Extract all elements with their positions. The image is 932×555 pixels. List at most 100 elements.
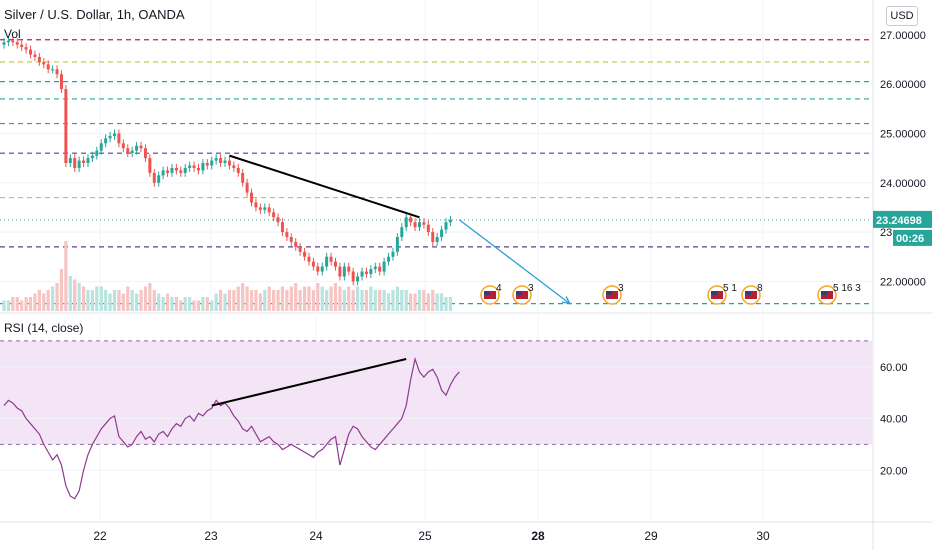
- price-axis-label: 23: [880, 227, 892, 239]
- candle-body: [232, 165, 236, 168]
- currency-button[interactable]: USD: [886, 6, 918, 26]
- candle-body: [77, 160, 81, 168]
- volume-bar: [81, 286, 86, 311]
- candle-body: [188, 165, 192, 168]
- candle-body: [130, 150, 134, 154]
- event-count-label: 5 1: [723, 283, 737, 294]
- candle-body: [2, 42, 6, 45]
- candle-body: [104, 138, 108, 144]
- volume-bar: [285, 290, 289, 311]
- volume-bar: [59, 269, 64, 311]
- candle-body: [135, 145, 139, 151]
- price-trendline[interactable]: [229, 154, 420, 219]
- candle-body: [360, 271, 364, 277]
- candle-body: [236, 167, 240, 173]
- time-axis-label: 28: [531, 529, 545, 543]
- candle-body: [99, 143, 103, 151]
- candle-body: [431, 232, 435, 242]
- candle-body: [320, 266, 324, 272]
- volume-bar: [112, 290, 117, 311]
- projection-arrow-line[interactable]: [458, 219, 571, 305]
- candle-body: [196, 167, 200, 171]
- candle-body: [413, 222, 417, 228]
- candle-body: [391, 251, 395, 257]
- candle-body: [51, 69, 55, 71]
- candle-body: [448, 219, 452, 223]
- candle-body: [152, 172, 156, 183]
- candle-body: [280, 222, 284, 233]
- price-axis-label: 22.00000: [880, 276, 926, 288]
- volume-bar: [444, 297, 448, 311]
- volume-bar: [272, 290, 276, 311]
- candle-body: [86, 158, 90, 164]
- candle-body: [205, 163, 209, 166]
- candle-body: [55, 69, 59, 75]
- time-axis-label: 24: [309, 529, 323, 543]
- volume-bar: [90, 290, 94, 311]
- candle-body: [307, 256, 311, 262]
- volume-bar: [33, 293, 37, 311]
- candle-body: [210, 160, 214, 166]
- projection-arrow-head[interactable]: [561, 296, 571, 305]
- symbol-title[interactable]: Silver / U.S. Dollar, 1h, OANDA: [4, 7, 185, 22]
- candle-body: [108, 135, 112, 139]
- us-flag-canton: [745, 291, 751, 295]
- volume-bar: [223, 293, 227, 311]
- volume-bar: [280, 286, 285, 311]
- candle-body: [113, 133, 116, 136]
- time-axis-label: 22: [93, 529, 107, 543]
- candle-body: [126, 148, 130, 154]
- volume-bar: [157, 293, 161, 311]
- candle-body: [183, 167, 187, 173]
- volume-bar: [170, 297, 174, 311]
- volume-legend-label[interactable]: Vol: [4, 27, 21, 41]
- candle-body: [311, 261, 315, 267]
- candle-body: [90, 155, 94, 159]
- candle-body: [272, 212, 276, 218]
- rsi-trendline[interactable]: [211, 358, 407, 407]
- candle-body: [192, 165, 196, 168]
- candle-body: [245, 182, 249, 193]
- candle-body: [201, 163, 205, 171]
- candle-body: [378, 266, 382, 272]
- volume-bar: [104, 290, 108, 311]
- volume-bar: [2, 300, 6, 311]
- volume-bar: [55, 283, 59, 311]
- candle-body: [214, 158, 218, 161]
- candle-body: [263, 207, 267, 210]
- volume-bar: [254, 290, 258, 311]
- rsi-legend-label[interactable]: RSI (14, close): [4, 321, 84, 335]
- time-axis-label: 25: [418, 529, 432, 543]
- candle-body: [426, 224, 430, 233]
- volume-bar: [174, 297, 178, 311]
- candle-body: [422, 222, 426, 225]
- volume-bar: [64, 241, 68, 311]
- volume-bar: [20, 300, 24, 311]
- volume-bar: [289, 286, 293, 311]
- candle-body: [267, 207, 271, 213]
- candle-body: [11, 40, 15, 43]
- us-flag-canton: [711, 291, 717, 295]
- candle-body: [117, 133, 121, 144]
- candle-body: [46, 64, 50, 70]
- volume-bar: [135, 293, 139, 311]
- candle-body: [64, 89, 68, 164]
- rsi-band-background: [0, 340, 872, 445]
- volume-bar: [68, 276, 72, 311]
- rsi-line[interactable]: [3, 356, 460, 500]
- volume-bar: [298, 290, 302, 311]
- candle-body: [68, 158, 72, 164]
- countdown-tag: [893, 229, 932, 246]
- us-flag-canton: [516, 291, 522, 295]
- volume-bar: [249, 290, 254, 311]
- candle-body: [24, 47, 28, 50]
- volume-bar: [351, 290, 355, 311]
- candle-body: [166, 170, 170, 173]
- candle-body: [351, 271, 355, 282]
- time-axis-label: 29: [644, 529, 658, 543]
- volume-bar: [210, 300, 214, 311]
- candle-body: [37, 56, 41, 62]
- volume-bar: [201, 297, 205, 311]
